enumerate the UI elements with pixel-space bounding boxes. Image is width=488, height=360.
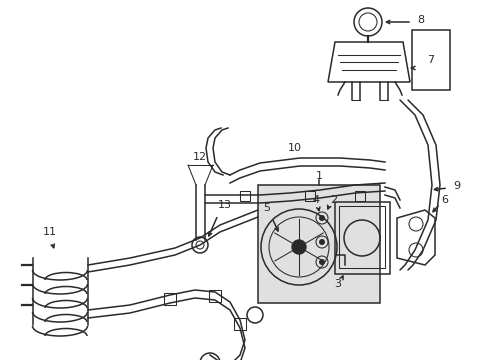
Bar — [411, 30, 449, 90]
Circle shape — [291, 240, 305, 254]
Text: 8: 8 — [417, 15, 424, 25]
Text: 7: 7 — [427, 55, 434, 65]
Bar — [305, 191, 314, 201]
Bar — [240, 191, 249, 201]
Text: 12: 12 — [193, 152, 206, 162]
Bar — [338, 206, 384, 268]
Bar — [334, 202, 389, 274]
Text: 13: 13 — [218, 200, 231, 210]
Bar — [234, 318, 245, 330]
Text: 6: 6 — [441, 195, 447, 205]
Text: 1: 1 — [315, 171, 322, 181]
Text: 9: 9 — [452, 181, 460, 191]
Text: 4: 4 — [312, 195, 319, 205]
Bar — [163, 293, 176, 305]
Circle shape — [318, 239, 325, 245]
Bar — [354, 191, 364, 201]
Text: 10: 10 — [287, 143, 302, 153]
Text: 3: 3 — [334, 279, 341, 289]
Text: 2: 2 — [330, 195, 337, 205]
Circle shape — [318, 215, 325, 221]
Circle shape — [318, 259, 325, 265]
Text: 5: 5 — [263, 203, 270, 213]
Text: 11: 11 — [43, 227, 57, 237]
Bar — [208, 290, 221, 302]
Bar — [258, 185, 379, 303]
